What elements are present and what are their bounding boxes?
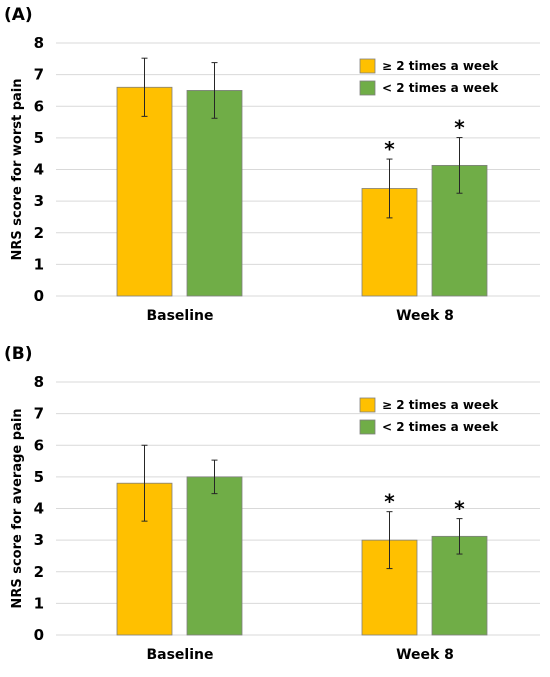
panel-label: (B)	[4, 344, 33, 364]
significance-star: *	[454, 497, 465, 521]
y-tick-label: 1	[34, 594, 44, 612]
y-axis-label: NRS score for average pain	[10, 408, 25, 608]
bar	[186, 90, 243, 297]
y-tick-label: 3	[34, 192, 44, 210]
y-tick-label: 4	[34, 161, 44, 179]
panel-label: (A)	[4, 5, 33, 25]
y-tick-label: 6	[34, 97, 44, 115]
chart-panel-a: (A) 0 1 2 3 4 5 6 7 8 NRS score for worst pain * * Ba…	[0, 0, 550, 338]
y-tick-label: 2	[34, 224, 44, 242]
significance-star: *	[384, 137, 395, 161]
y-tick-label: 0	[34, 626, 44, 644]
legend-label: ≥ 2 times a week	[382, 398, 499, 412]
legend-label: ≥ 2 times a week	[382, 59, 499, 73]
y-tick-label: 5	[34, 129, 44, 147]
bar	[116, 86, 173, 297]
y-axis-label: NRS score for worst pain	[10, 78, 25, 260]
y-tick-label: 1	[34, 255, 44, 273]
x-category-label: Week 8	[396, 647, 454, 663]
y-tick-label: 0	[34, 287, 44, 305]
x-category-label: Baseline	[146, 308, 213, 324]
legend-swatch	[359, 80, 376, 96]
y-tick-label: 5	[34, 468, 44, 486]
legend-swatch	[359, 58, 376, 74]
y-tick-label: 7	[34, 66, 44, 84]
chart-b-svg: (B) 0 1 2 3 4 5 6 7 8 NRS score for average pain * *…	[4, 344, 540, 663]
legend-label: < 2 times a week	[382, 81, 499, 95]
y-tick-label: 6	[34, 436, 44, 454]
significance-star: *	[384, 490, 395, 514]
y-tick-label: 2	[34, 563, 44, 581]
y-tick-label: 8	[34, 373, 44, 391]
y-tick-label: 4	[34, 500, 44, 518]
chart-panel-b: (B) 0 1 2 3 4 5 6 7 8 NRS score for average pain * *…	[0, 339, 550, 677]
legend-label: < 2 times a week	[382, 420, 499, 434]
y-tick-label: 8	[34, 34, 44, 52]
chart-a-svg: (A) 0 1 2 3 4 5 6 7 8 NRS score for worst pain * * Ba…	[4, 5, 540, 324]
y-tick-label: 7	[34, 405, 44, 423]
significance-star: *	[454, 116, 465, 140]
legend-swatch	[359, 419, 376, 435]
x-category-label: Baseline	[146, 647, 213, 663]
legend-swatch	[359, 397, 376, 413]
y-tick-label: 3	[34, 531, 44, 549]
x-category-label: Week 8	[396, 308, 454, 324]
bar	[186, 476, 243, 636]
